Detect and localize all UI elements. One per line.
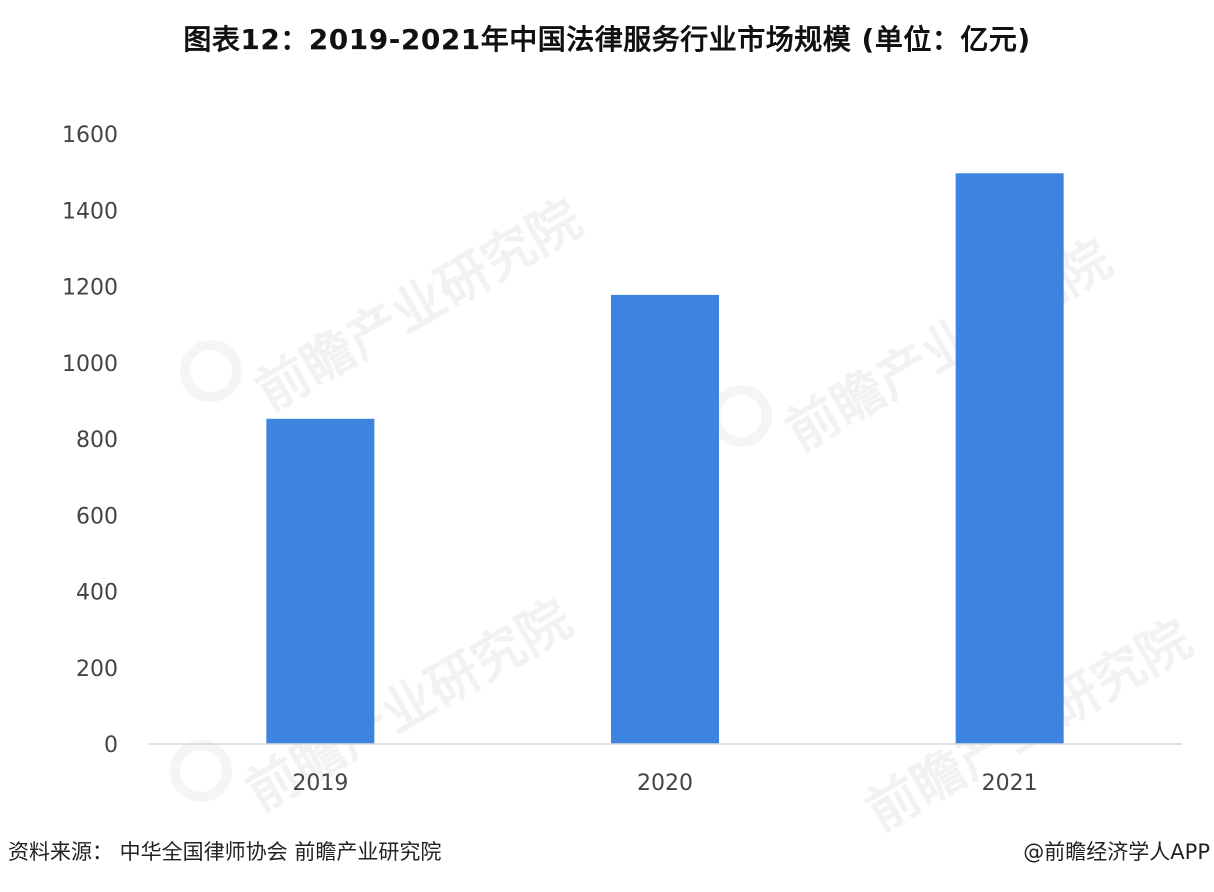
bars <box>266 173 1064 745</box>
y-tick-label: 1200 <box>62 276 118 301</box>
bar-2020 <box>611 294 719 744</box>
bar-2021 <box>955 173 1064 745</box>
y-tick-label: 400 <box>76 581 118 606</box>
x-tick-label: 2019 <box>292 771 348 796</box>
bar-2019 <box>266 418 375 744</box>
y-tick-label: 600 <box>76 504 118 529</box>
x-tick-label: 2020 <box>637 771 693 796</box>
y-tick-label: 1600 <box>62 123 118 148</box>
y-tick-label: 1000 <box>62 352 118 377</box>
y-axis-ticks: 0 200 400 600 800 1000 1200 1400 1600 <box>62 123 118 758</box>
y-tick-label: 200 <box>76 657 118 682</box>
x-tick-label: 2021 <box>982 771 1038 796</box>
chart-title: 图表12：2019-2021年中国法律服务行业市场规模 (单位：亿元) <box>183 23 1031 56</box>
brand-credit: @前瞻经济学人APP <box>1023 840 1210 864</box>
x-axis-ticks: 2019 2020 2021 <box>292 771 1037 796</box>
source-note: 资料来源： 中华全国律师协会 前瞻产业研究院 <box>8 840 442 864</box>
y-tick-label: 1400 <box>62 199 118 224</box>
y-tick-label: 0 <box>104 733 118 758</box>
y-tick-label: 800 <box>76 428 118 453</box>
